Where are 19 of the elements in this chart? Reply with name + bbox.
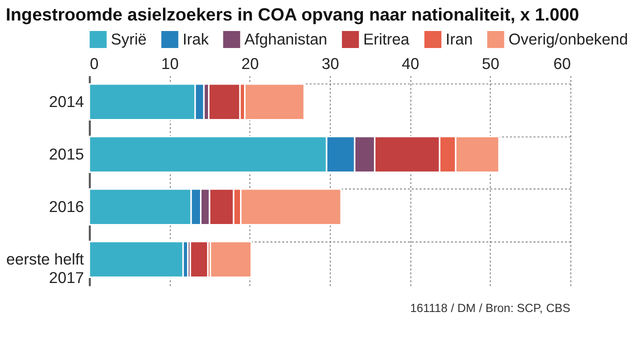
legend-label: Overig/onbekend xyxy=(508,31,628,48)
x-tick-label: 30 xyxy=(322,56,340,74)
legend-label: Eritrea xyxy=(363,31,410,48)
x-tick-label: 20 xyxy=(241,56,260,74)
y-tick-label: 2014 xyxy=(49,94,84,111)
x-tick-label: 60 xyxy=(553,56,572,74)
x-tick-label: 50 xyxy=(482,56,500,74)
chart-title: Ingestroomde asielzoekers in COA opvang naar nationaliteit, x 1.000 xyxy=(6,4,580,25)
x-tick-label: 0 xyxy=(90,56,99,74)
legend-label: Irak xyxy=(182,31,209,48)
x-tick-label: 10 xyxy=(161,56,179,74)
y-tick-label: 2015 xyxy=(49,146,84,164)
legend-label: Iran xyxy=(446,31,473,48)
y-tick-label: eerste helft 2017 xyxy=(6,251,85,287)
text: 161118 / DM / Bron: SCP, CBS xyxy=(410,302,570,316)
x-tick-label: 40 xyxy=(402,56,420,74)
legend-label: Afghanistan xyxy=(244,31,328,48)
legend-label: Syrië xyxy=(110,31,147,48)
y-tick-label: 2016 xyxy=(49,198,84,216)
